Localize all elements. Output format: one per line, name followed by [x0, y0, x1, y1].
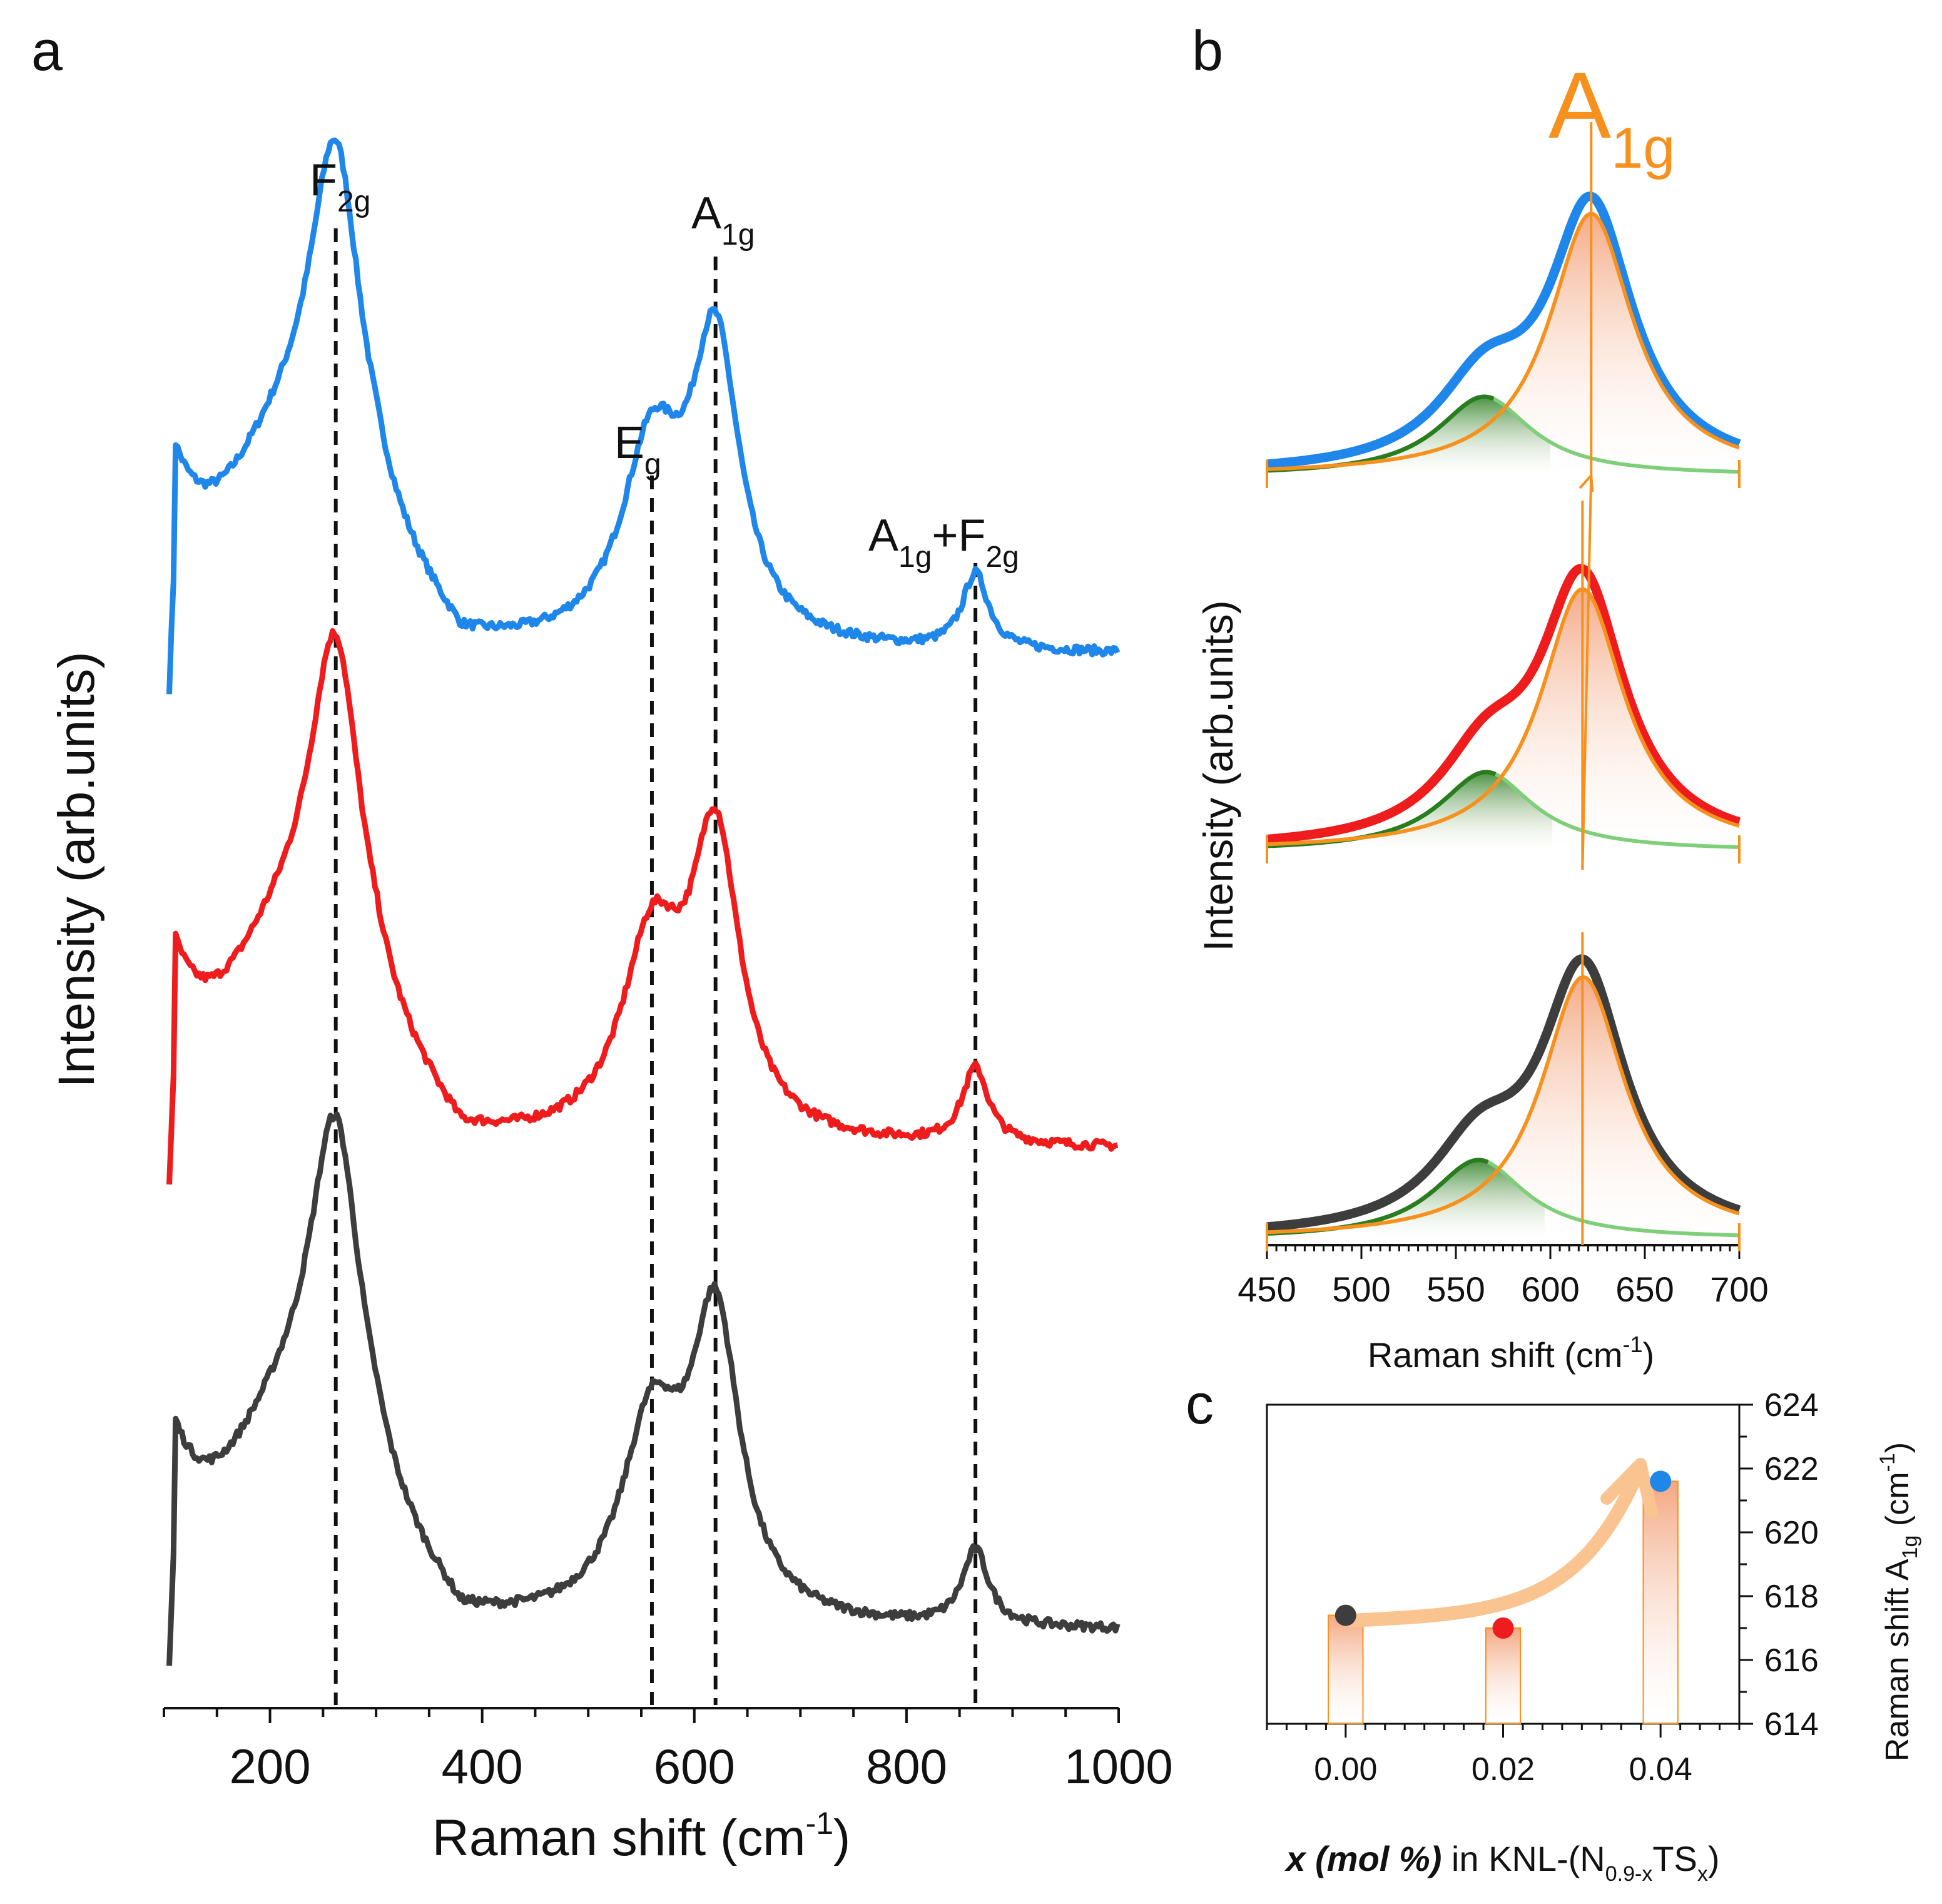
a-x-tick-label: 600 — [654, 1739, 735, 1794]
a-spectrum-blue — [166, 137, 1121, 695]
c-point-blue — [1650, 1470, 1672, 1492]
panel-b: 450 500 550 600 650 700 Intensity (arb.units)… — [1195, 53, 1769, 1375]
c-trend-arrowhead — [1600, 1458, 1658, 1519]
c-x-tick-label: 0.02 — [1472, 1751, 1535, 1788]
c-y-tick-label: 622 — [1764, 1451, 1819, 1487]
c-y-tick-label: 618 — [1764, 1579, 1819, 1615]
b-x-tick-label: 700 — [1710, 1270, 1768, 1309]
b-x-tick-label: 450 — [1238, 1270, 1296, 1309]
a-peak-lines — [333, 228, 978, 1705]
a-spectrum-dark — [166, 1111, 1121, 1666]
a-x-tick-label: 400 — [442, 1739, 523, 1794]
c-y-tick-label: 620 — [1764, 1515, 1819, 1551]
c-y-tick-label: 614 — [1764, 1706, 1819, 1743]
b-eg-curve-blue — [1493, 397, 1740, 474]
a-curves — [166, 137, 1121, 1666]
panel-a-letter: a — [31, 20, 63, 83]
b-a1g-fit-dark — [1266, 975, 1740, 1235]
b-total-blue — [1264, 191, 1742, 469]
a-y-axis-label: Intensity (arb.units) — [48, 651, 105, 1087]
b-curves — [1264, 122, 1742, 1251]
a-spectrum-red — [166, 628, 1119, 1185]
c-bar — [1642, 1480, 1679, 1724]
c-points — [1334, 1470, 1672, 1639]
a-peak-label-a1g-f2g: A1g+F2g — [868, 511, 1019, 574]
panel-c-letter: c — [1186, 1373, 1214, 1436]
b-a1g-marker-arrowhead — [1579, 472, 1594, 492]
c-x-tick-label: 0.00 — [1314, 1751, 1377, 1788]
c-point-dark — [1334, 1604, 1356, 1626]
b-x-axis-label: Raman shift (cm-1) — [1368, 1331, 1654, 1375]
c-point-red — [1492, 1617, 1514, 1639]
c-x-axis-label: x (mol %) in KNL-(N0.9-xTSx) — [1284, 1839, 1719, 1886]
c-ticks: 0.00 0.02 0.04 614 616 618 620 622 624 — [1266, 1387, 1819, 1788]
b-a1g-fit-blue — [1266, 211, 1740, 471]
a-peak-label-eg: Eg — [614, 418, 661, 481]
b-total-dark — [1264, 954, 1742, 1232]
a-x-tick-label: 800 — [866, 1739, 947, 1794]
panel-c: 0.00 0.02 0.04 614 616 618 620 622 624 x (mol %)… — [1266, 1387, 1922, 1886]
c-y-tick-label: 624 — [1764, 1387, 1819, 1423]
b-a1g-fit-red — [1266, 587, 1740, 847]
b-eg-fill-blue — [1380, 397, 1550, 476]
c-bar — [1485, 1627, 1522, 1724]
b-eg-curve-red — [1495, 772, 1740, 849]
c-y-tick-label: 616 — [1764, 1642, 1819, 1679]
panel-a: 200 400 600 800 1000 Intensity (arb.units) R… — [48, 137, 1173, 1866]
b-eg-fill-red — [1382, 772, 1553, 851]
b-y-axis-label: Intensity (arb.units) — [1195, 600, 1241, 951]
b-a1g-marker-shift — [1581, 475, 1593, 870]
b-x-tick-label: 650 — [1615, 1270, 1674, 1309]
b-x-ticks: 450 500 550 600 650 700 — [1238, 1245, 1769, 1309]
c-bar — [1328, 1614, 1364, 1725]
a-peak-label-a1g: A1g — [691, 188, 755, 252]
a-x-ticks: 200 400 600 800 1000 — [163, 1708, 1173, 1794]
c-bars — [1328, 1480, 1679, 1725]
a-x-tick-label: 1000 — [1064, 1739, 1173, 1794]
b-a1g-fill-dark — [1267, 977, 1739, 1239]
a-peak-label-f2g: F2g — [310, 155, 370, 218]
b-big-a1g-label: A1g — [1548, 53, 1675, 180]
b-x-tick-label: 600 — [1521, 1270, 1579, 1309]
b-x-tick-label: 550 — [1426, 1270, 1485, 1309]
c-trend-arrow — [1345, 1470, 1643, 1627]
panel-b-letter: b — [1192, 20, 1223, 83]
b-x-tick-label: 500 — [1332, 1270, 1390, 1309]
a-x-axis-label: Raman shift (cm-1) — [432, 1806, 851, 1866]
a-x-tick-label: 200 — [229, 1739, 310, 1794]
b-eg-curve-dark — [1487, 1160, 1740, 1238]
c-x-tick-label: 0.04 — [1629, 1751, 1692, 1788]
b-a1g-fill-blue — [1267, 213, 1739, 476]
b-a1g-fill-red — [1267, 589, 1739, 851]
b-total-red — [1264, 564, 1742, 844]
c-y-axis-label: Raman shift A1g (cm-1) — [1876, 1442, 1922, 1761]
